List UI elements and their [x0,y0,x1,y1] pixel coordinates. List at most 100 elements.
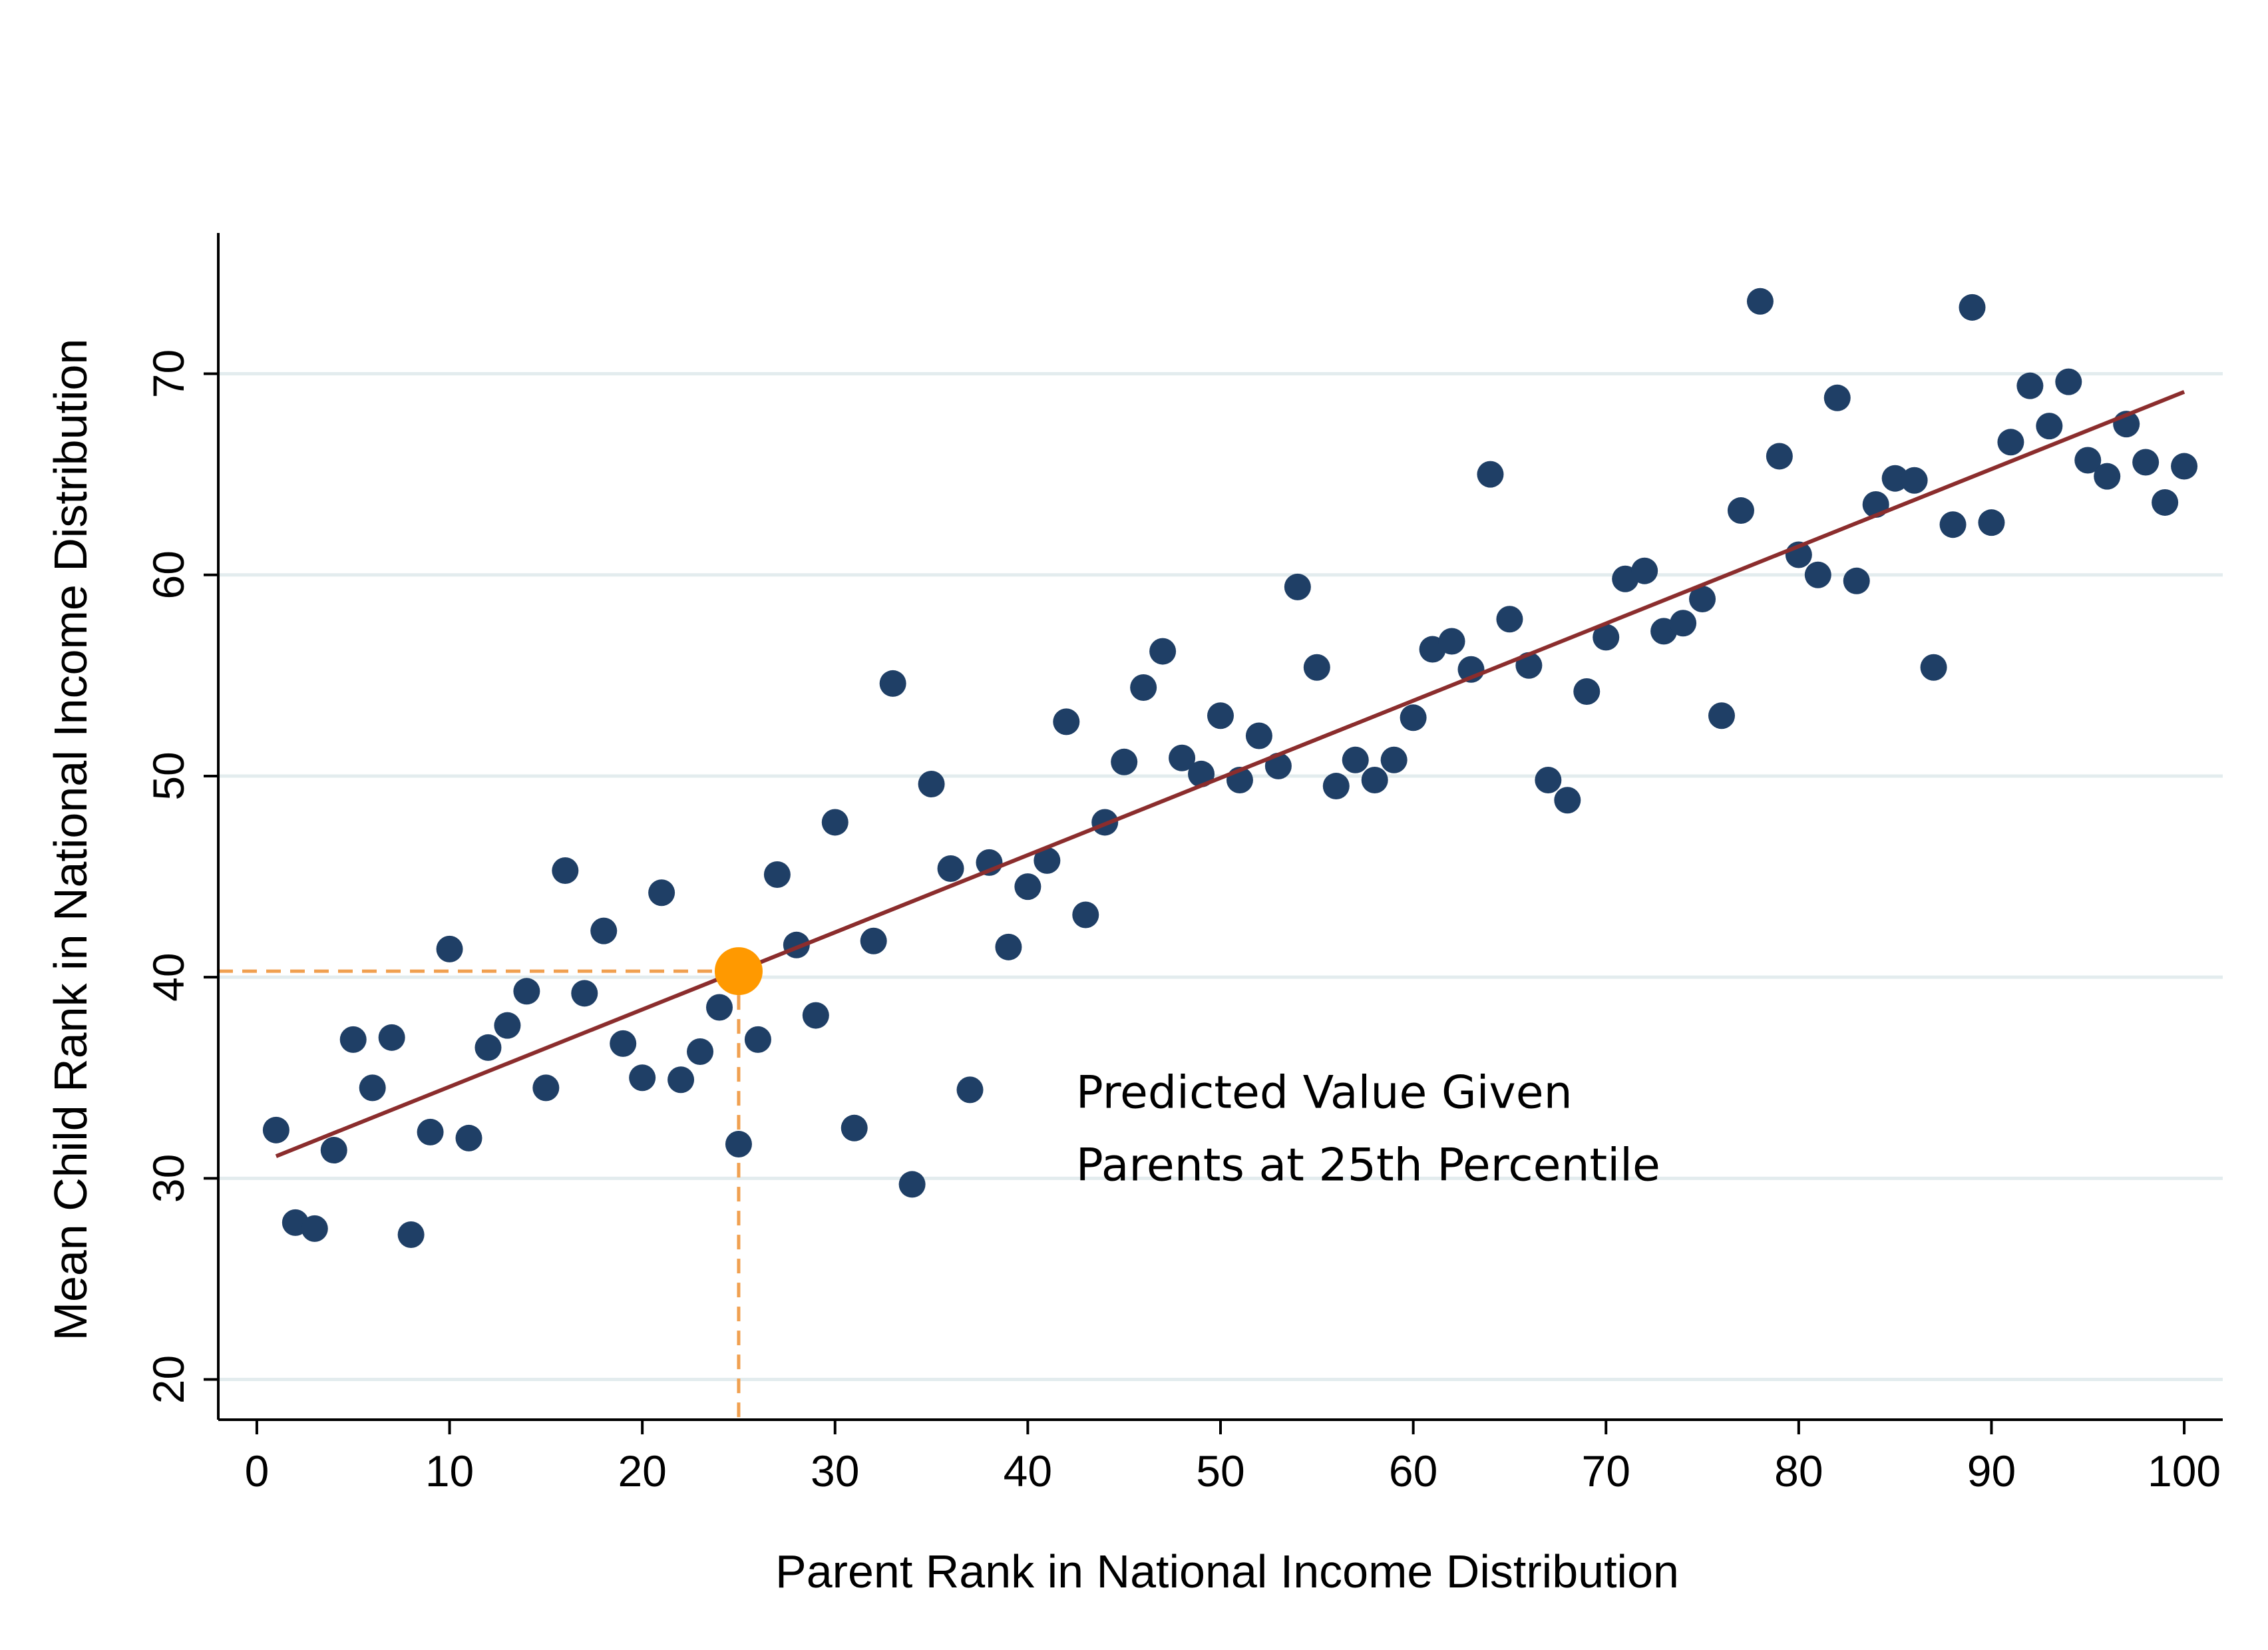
data-point-40 [1014,873,1041,901]
data-point-64 [1477,461,1504,488]
data-point-60 [1400,704,1427,731]
data-point-4 [320,1137,347,1164]
data-point-16 [552,857,579,884]
data-point-43 [1072,901,1099,928]
data-point-91 [1997,429,2024,456]
data-point-47 [1149,638,1177,665]
data-point-93 [2036,413,2063,440]
data-point-75 [1689,586,1716,613]
percentile-guides [218,969,741,1420]
data-point-92 [2016,372,2044,399]
data-point-15 [532,1074,560,1102]
data-point-94 [2055,368,2082,395]
x-tick-label-90: 90 [1967,1446,2016,1496]
data-point-5 [339,1026,367,1053]
data-point-29 [802,1002,829,1029]
data-point-21 [648,879,675,907]
y-tick-label-70: 70 [144,349,193,398]
data-point-37 [956,1076,984,1104]
data-point-90 [1978,509,2005,536]
highlight-group [714,947,763,996]
data-point-30 [821,809,849,836]
data-point-32 [860,927,887,954]
data-point-45 [1111,748,1138,775]
data-point-11 [455,1124,482,1151]
data-point-27 [763,861,791,889]
annotation-line-1: Predicted Value Given [1076,1067,1573,1120]
data-point-68 [1554,787,1581,814]
x-tick-label-50: 50 [1196,1446,1244,1496]
data-point-82 [1823,384,1851,411]
data-point-34 [898,1171,926,1198]
data-point-69 [1573,678,1601,706]
x-tick-label-70: 70 [1582,1446,1630,1496]
x-tick-label-60: 60 [1389,1446,1437,1496]
data-point-46 [1130,674,1157,701]
data-point-88 [1939,511,1967,538]
data-point-9 [417,1118,444,1145]
data-point-22 [667,1066,695,1094]
x-tick-label-30: 30 [811,1446,859,1496]
data-point-59 [1380,746,1408,773]
data-point-25 [725,1130,752,1157]
data-point-87 [1920,654,1947,681]
data-point-7 [378,1024,405,1051]
data-point-8 [397,1221,425,1248]
data-point-55 [1303,654,1330,681]
data-points [262,288,2198,1248]
data-point-35 [918,771,945,798]
x-tick-label-80: 80 [1774,1446,1823,1496]
fit-line-group [275,389,2185,1158]
data-point-36 [937,855,964,882]
x-tick-label-20: 20 [618,1446,666,1496]
data-point-13 [494,1012,521,1039]
data-point-24 [706,994,733,1021]
fit-line [275,389,2185,1158]
data-point-95 [2074,447,2102,474]
data-point-58 [1361,766,1388,793]
data-point-19 [610,1030,637,1057]
data-point-31 [841,1114,868,1141]
data-point-72 [1631,557,1658,584]
data-point-48 [1169,744,1196,771]
x-tick-label-0: 0 [245,1446,270,1496]
data-point-3 [301,1215,328,1242]
data-point-79 [1766,443,1793,470]
data-point-10 [436,935,463,962]
tick-labels: 0 10 20 30 40 50 60 70 80 90 100 20 30 40 50 60 70 [144,349,2221,1496]
data-point-77 [1727,497,1754,524]
data-point-54 [1284,573,1311,600]
data-point-20 [629,1064,656,1092]
data-point-65 [1496,606,1523,633]
data-point-57 [1342,746,1369,773]
data-point-49 [1188,760,1215,787]
data-point-78 [1746,288,1774,315]
data-point-33 [879,670,906,697]
gridlines [218,372,2223,1382]
data-point-98 [2132,449,2160,476]
data-point-99 [2152,489,2179,516]
y-tick-label-30: 30 [144,1154,193,1203]
data-point-14 [513,978,540,1005]
data-point-39 [995,933,1022,960]
x-tick-label-100: 100 [2148,1446,2221,1496]
data-point-52 [1245,722,1272,749]
data-point-17 [571,980,598,1007]
axes [204,233,2223,1434]
y-axis-title: Mean Child Rank in National Income Distr… [45,339,96,1341]
y-tick-label-50: 50 [144,751,193,800]
data-point-86 [1901,467,1928,494]
x-tick-label-40: 40 [1004,1446,1052,1496]
data-point-12 [474,1034,502,1061]
data-point-100 [2171,453,2198,480]
data-point-85 [1881,465,1909,492]
data-point-70 [1593,624,1620,651]
data-point-76 [1708,702,1735,729]
x-axis-title: Parent Rank in National Income Distribut… [775,1546,1679,1597]
data-point-41 [1034,847,1061,874]
annotation-line-2: Parents at 25th Percentile [1076,1139,1660,1191]
x-tick-label-10: 10 [425,1446,474,1496]
data-point-18 [590,917,618,944]
highlight-point [714,947,763,996]
